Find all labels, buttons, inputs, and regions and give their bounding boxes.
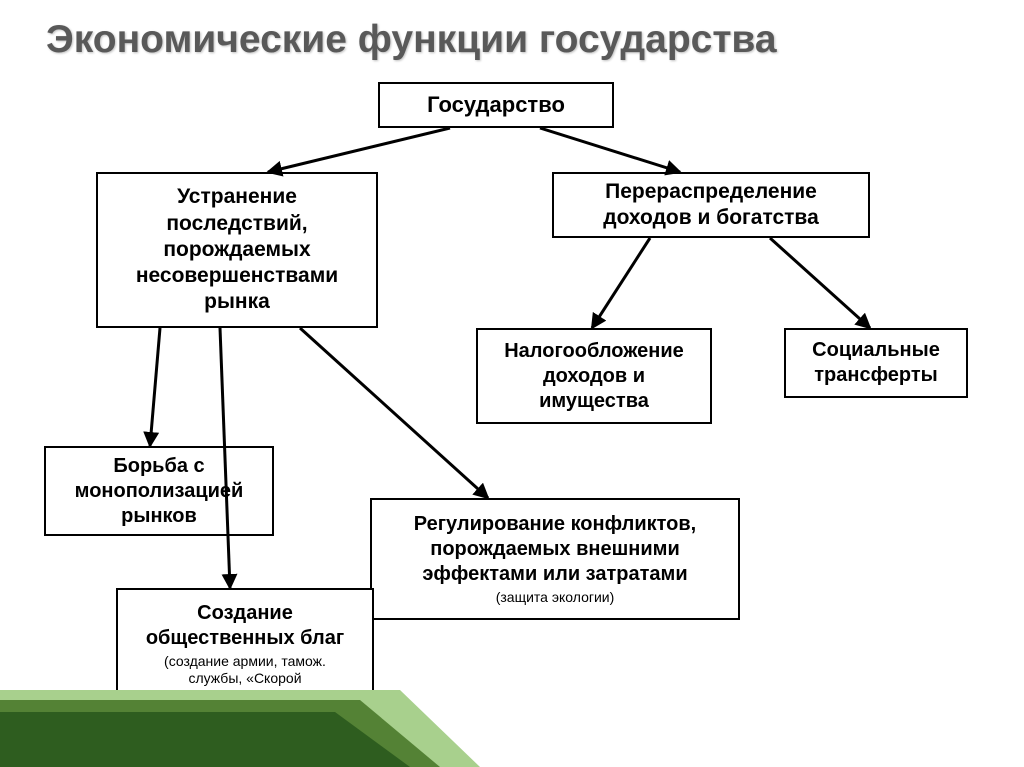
edge-arrow — [770, 238, 870, 328]
node-label: Налогообложениедоходов иимущества — [504, 339, 684, 414]
node-label: Устранениепоследствий,порождаемыхнесовер… — [136, 184, 338, 315]
edge-arrow — [268, 128, 450, 172]
node-social-transfers: Социальныетрансферты — [784, 328, 968, 398]
node-sublabel: (создание армии, тамож.службы, «Скоройпо… — [164, 653, 326, 706]
node-label: Созданиеобщественных благ — [146, 601, 344, 651]
node-taxation: Налогообложениедоходов иимущества — [476, 328, 712, 424]
node-label: Регулирование конфликтов,порождаемых вне… — [414, 512, 696, 587]
edge-arrow — [540, 128, 680, 172]
edge-arrow — [150, 328, 160, 446]
node-label: Перераспределениедоходов и богатства — [603, 179, 819, 232]
node-market-imperfections: Устранениепоследствий,порождаемыхнесовер… — [96, 172, 378, 328]
node-label: Борьба смонополизациейрынков — [75, 454, 244, 529]
slide-title: Экономические функции государства — [46, 18, 777, 62]
node-sublabel: (защита экологии) — [496, 589, 615, 607]
node-antimonopoly: Борьба смонополизациейрынков — [44, 446, 274, 536]
edge-arrow — [592, 238, 650, 328]
node-state: Государство — [378, 82, 614, 128]
diagram-stage: Экономические функции государства Госуда… — [0, 0, 1024, 767]
edge-arrow — [300, 328, 488, 498]
node-externalities: Регулирование конфликтов,порождаемых вне… — [370, 498, 740, 620]
node-redistribution: Перераспределениедоходов и богатства — [552, 172, 870, 238]
node-label: Государство — [427, 91, 565, 119]
node-label: Социальныетрансферты — [812, 338, 940, 388]
node-public-goods: Созданиеобщественных благ(создание армии… — [116, 588, 374, 718]
